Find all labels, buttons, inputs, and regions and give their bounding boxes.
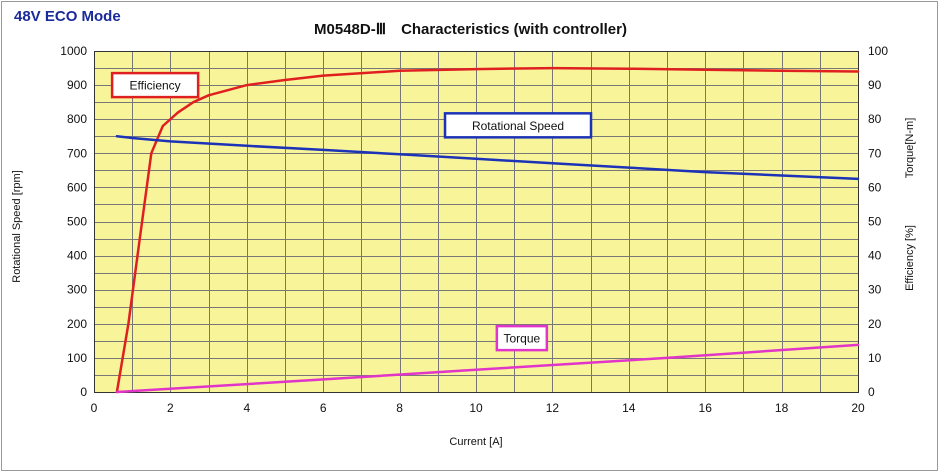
plot-border — [94, 51, 859, 393]
y-right-tick-label: 60 — [868, 180, 882, 194]
y-left-tick-label: 800 — [67, 112, 87, 126]
series-label-box-efficiency — [110, 71, 200, 99]
y-right-axis-label-efficiency: Efficiency [%] — [904, 225, 916, 291]
y-right-tick-label: 20 — [868, 317, 882, 331]
y-right-tick-label: 90 — [868, 78, 882, 92]
grid — [94, 51, 858, 392]
y-right-tick-label: 30 — [868, 283, 882, 297]
y-right-tick-label: 80 — [868, 112, 882, 126]
series-label-box-torque — [495, 324, 549, 352]
mode-label: 48V ECO Mode — [14, 8, 121, 25]
y-left-tick-label: 1000 — [60, 44, 87, 58]
y-left-axis-label: Rotational Speed [rpm] — [11, 170, 23, 283]
x-tick-label: 8 — [396, 401, 403, 415]
chart-title: M0548D-Ⅲ Characteristics (with controlle… — [314, 21, 627, 38]
series-line-torque — [115, 343, 860, 394]
x-tick-label: 16 — [699, 401, 713, 415]
y-right-tick-label: 40 — [868, 249, 882, 263]
series-label-torque: Torque — [503, 332, 540, 346]
y-left-tick-label: 500 — [67, 215, 87, 229]
series-line-rotational-speed — [115, 135, 860, 181]
y-left-tick-label: 400 — [67, 249, 87, 263]
x-tick-label: 0 — [91, 401, 98, 415]
y-right-tick-label: 0 — [868, 385, 875, 399]
x-axis-label: Current [A] — [449, 436, 502, 448]
series-label-box-rotational-speed — [443, 112, 593, 139]
y-left-tick-label: 100 — [67, 351, 87, 365]
y-left-tick-label: 0 — [80, 385, 87, 399]
series-line-efficiency — [115, 66, 860, 394]
y-right-tick-label: 10 — [868, 351, 882, 365]
y-left-tick-label: 900 — [67, 78, 87, 92]
x-tick-label: 12 — [546, 401, 560, 415]
y-left-tick-label: 300 — [67, 283, 87, 297]
y-right-tick-label: 100 — [868, 44, 888, 58]
x-tick-label: 14 — [622, 401, 636, 415]
x-tick-label: 18 — [775, 401, 789, 415]
y-right-tick-label: 50 — [868, 215, 882, 229]
series-label-rotational-speed: Rotational Speed — [472, 119, 564, 133]
x-tick-label: 6 — [320, 401, 327, 415]
x-tick-label: 10 — [469, 401, 483, 415]
x-tick-label: 2 — [167, 401, 174, 415]
y-left-tick-label: 600 — [67, 180, 87, 194]
y-left-tick-label: 700 — [67, 146, 87, 160]
y-right-tick-label: 70 — [868, 146, 882, 160]
series-label-efficiency: Efficiency — [130, 79, 181, 93]
x-tick-label: 4 — [243, 401, 250, 415]
y-left-tick-label: 200 — [67, 317, 87, 331]
x-tick-label: 20 — [851, 401, 865, 415]
y-right-axis-label-torque: Torque[N-m] — [904, 118, 916, 179]
